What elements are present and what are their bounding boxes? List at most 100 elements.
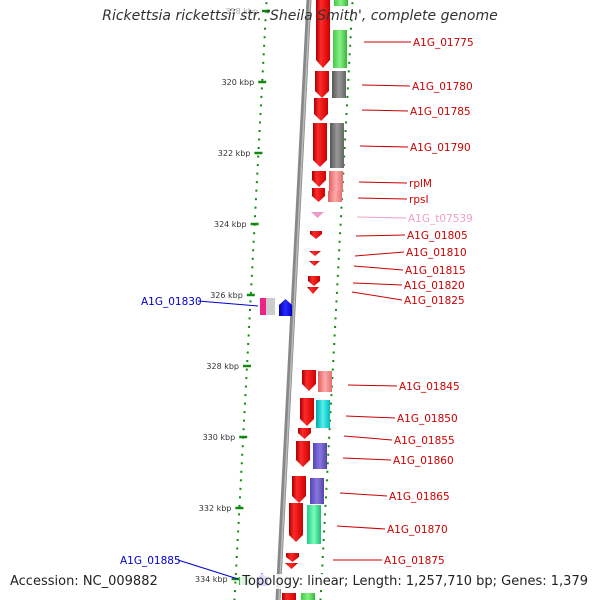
gene-arrow-a1g-t07539[interactable] [311,212,324,218]
ruler-dot [255,181,258,184]
gene-label[interactable]: A1G_01820 [404,280,465,292]
track-dot [343,147,346,150]
gene-arrow-a1g-01790[interactable] [313,123,327,167]
track-dot [335,300,338,303]
gene-label[interactable]: A1G_01850 [397,413,458,425]
gene-label[interactable]: A1G_01860 [393,455,454,467]
gene-arrow-a1g-01830[interactable] [279,299,292,316]
axis-tick-label: 324 kbp [214,220,247,229]
ruler-dot [264,27,267,30]
ruler-dot [237,521,240,524]
genome-backbone-highlight [278,0,311,600]
track-dot [324,504,327,507]
gene-arrow-a1g-01815[interactable] [309,261,320,266]
track-dot [324,513,327,516]
gene-arrow-a1g-01850[interactable] [300,398,314,426]
track-dot [348,53,351,56]
gene-arrow-a1g-01860[interactable] [296,441,310,467]
track-dot [330,394,333,397]
track-dot [329,402,332,405]
gene-arrow-a1g-01875-b[interactable] [285,563,298,569]
track-dot [336,283,339,286]
gene-arrow-a1g-01820[interactable] [308,276,320,286]
track-dot [336,274,339,277]
gene-bar-a1g-01830-magenta[interactable] [260,298,266,315]
track-dot [332,351,335,354]
ruler-dot [250,274,253,277]
axis-tick-label: 326 kbp [210,291,243,300]
ruler-dot [240,462,243,465]
gene-labels: A1G_01775 A1G_01780 A1G_01785 A1G_01790 … [120,37,474,567]
product-box-rpsi [328,191,342,202]
gene-arrow-a1g-01810[interactable] [309,251,321,256]
ruler-dot [249,308,252,311]
genome-summary: Topology: linear; Length: 1,257,710 bp; … [240,574,590,589]
gene-arrow-a1g-01825[interactable] [307,287,319,294]
product-box-bottom [301,593,315,600]
ruler-dot [262,61,265,64]
product-box-a1g-01780 [332,71,346,98]
gene-arrow-a1g-01875[interactable] [286,553,299,562]
gene-arrow-a1g-01865[interactable] [292,476,306,503]
ruler-dot [260,87,263,90]
gene-arrow-a1g-01780[interactable] [315,71,329,98]
gene-label[interactable]: A1G_01785 [410,106,471,118]
gene-bar-a1g-01830-gray[interactable] [266,298,275,315]
gene-label[interactable]: A1G_01885 [120,555,181,567]
gene-label[interactable]: A1G_01855 [394,435,455,447]
leader-a1g-01830 [197,300,259,307]
gene-label[interactable]: A1G_t07539 [408,213,473,225]
track-dot [334,317,337,320]
ruler-dot [238,504,241,507]
gene-arrow-bottom[interactable] [282,593,296,600]
gene-arrow-a1g-01845[interactable] [302,370,316,391]
ruler-dot [259,121,262,124]
gene-arrow-rplm[interactable] [312,171,326,187]
gene-arrow-a1g-01785[interactable] [314,98,328,121]
track-dot [335,308,338,311]
gene-label[interactable]: A1G_01775 [413,37,474,49]
axis-tick-label: 330 kbp [203,433,236,442]
track-dot [331,377,334,380]
track-dot [343,155,346,158]
track-dot [333,334,336,337]
ruler-dot [243,419,246,422]
gene-arrow-a1g-01870[interactable] [289,503,303,542]
gene-label[interactable]: rpsI [409,194,429,206]
track-dot [329,419,332,422]
ruler-dot [259,104,262,107]
ruler-dots [233,2,268,600]
ruler-dot [238,513,241,516]
track-dot [338,240,341,243]
ruler-dot [242,428,245,431]
track-dot [340,206,343,209]
gene-label[interactable]: A1G_01830 [141,296,202,308]
ruler-dot [250,283,253,286]
gene-arrow-a1g-01775[interactable] [316,0,330,68]
ruler-dot [241,453,244,456]
ruler-dot [255,189,258,192]
gene-label[interactable]: A1G_01815 [405,265,466,277]
gene-arrow-a1g-01855[interactable] [298,428,311,439]
page-title: Rickettsia rickettsii str. 'Sheila Smith… [102,8,498,24]
product-box-a1g-01775-top [334,0,348,6]
ruler-dot [252,249,255,252]
gene-label[interactable]: A1G_01810 [406,247,467,259]
gene-label[interactable]: A1G_01875 [384,555,445,567]
gene-arrow-rpsi[interactable] [312,188,325,202]
track-dot [338,249,341,252]
gene-label[interactable]: rplM [409,178,432,190]
gene-label[interactable]: A1G_01845 [399,381,460,393]
product-box-a1g-01865 [310,478,324,504]
gene-label[interactable]: A1G_01825 [404,295,465,307]
ruler-dot [264,19,267,22]
gene-label[interactable]: A1G_01790 [410,142,471,154]
gene-arrow-a1g-01805[interactable] [310,231,322,239]
gene-label[interactable]: A1G_01805 [407,230,468,242]
ruler-dot [258,138,261,141]
ruler-dot [265,2,268,5]
gene-label[interactable]: A1G_01865 [389,491,450,503]
gene-label[interactable]: A1G_01870 [387,524,448,536]
gene-label[interactable]: A1G_01780 [412,81,473,93]
axis-tick-label: 322 kbp [218,149,251,158]
